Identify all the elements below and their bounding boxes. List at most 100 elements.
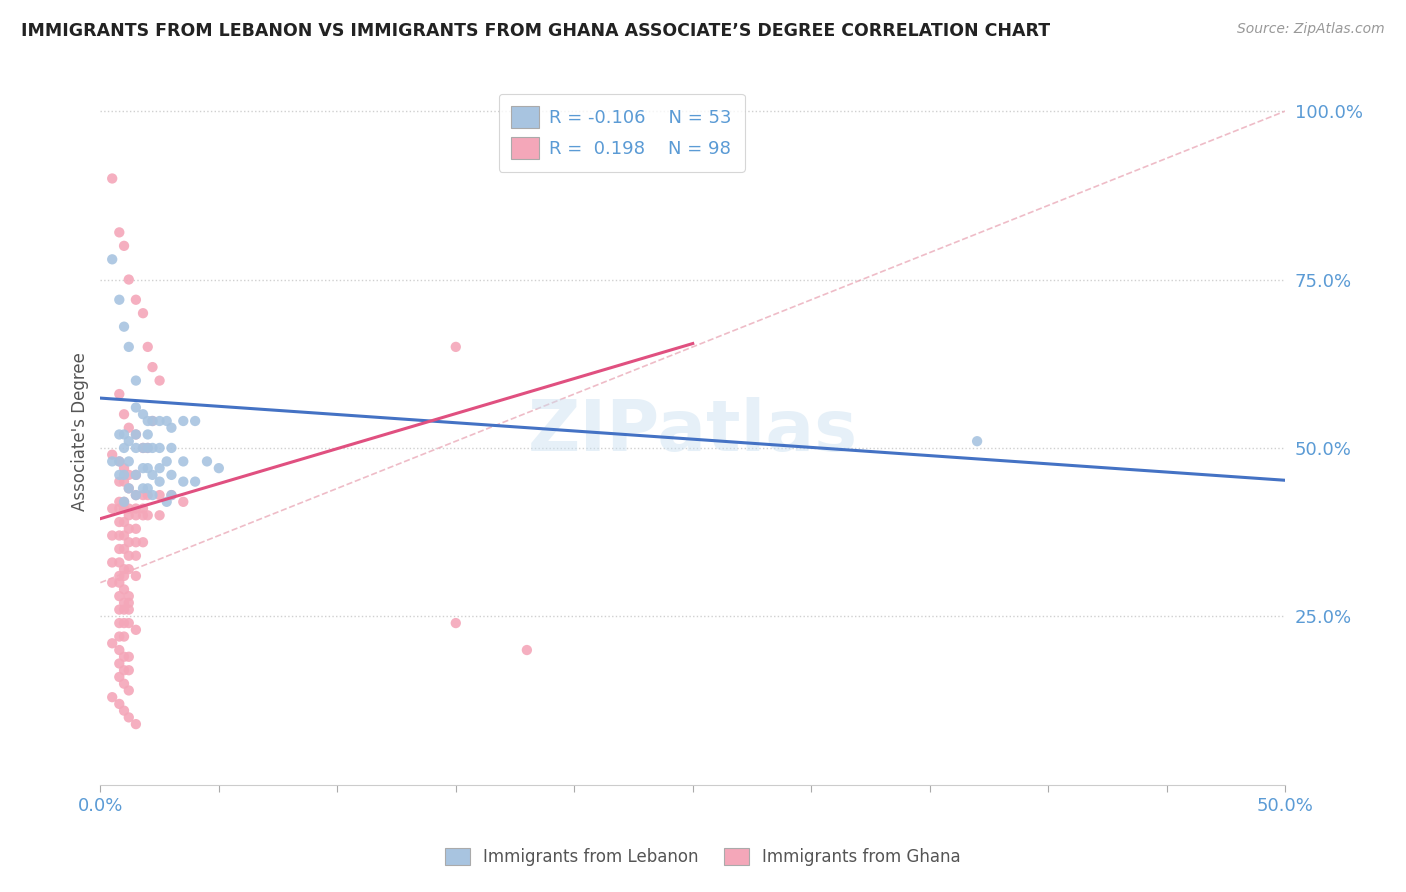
Point <box>125 488 148 502</box>
Point <box>208 461 231 475</box>
Point <box>108 589 131 603</box>
Point <box>118 467 141 482</box>
Point <box>184 475 207 489</box>
Point <box>118 616 141 631</box>
Point <box>112 461 135 475</box>
Point <box>125 467 148 482</box>
Point <box>112 528 135 542</box>
Point <box>136 340 159 354</box>
Point <box>108 387 131 401</box>
Point <box>101 528 124 542</box>
Point <box>112 407 135 421</box>
Point <box>160 467 183 482</box>
Point <box>141 488 163 502</box>
Point <box>108 528 131 542</box>
Point <box>112 582 135 597</box>
Point <box>118 522 141 536</box>
Point <box>118 421 141 435</box>
Point <box>160 488 183 502</box>
Point <box>184 414 207 428</box>
Point <box>149 508 172 523</box>
Point <box>112 467 135 482</box>
Point <box>132 508 155 523</box>
Point <box>112 427 135 442</box>
Point <box>108 467 131 482</box>
Point <box>108 427 131 442</box>
Point <box>172 475 194 489</box>
Point <box>112 676 135 690</box>
Point <box>516 643 538 657</box>
Point <box>172 454 194 468</box>
Point <box>101 171 124 186</box>
Point <box>136 488 159 502</box>
Point <box>125 374 148 388</box>
Point <box>112 630 135 644</box>
Point <box>156 414 179 428</box>
Point <box>118 434 141 449</box>
Point <box>444 340 467 354</box>
Point <box>108 454 131 468</box>
Point <box>112 501 135 516</box>
Point <box>108 575 131 590</box>
Point <box>112 616 135 631</box>
Point <box>125 293 148 307</box>
Point <box>195 454 218 468</box>
Point <box>101 636 124 650</box>
Point <box>108 556 131 570</box>
Point <box>136 414 159 428</box>
Point <box>118 562 141 576</box>
Point <box>112 562 135 576</box>
Point <box>101 501 124 516</box>
Point <box>172 495 194 509</box>
Point <box>149 414 172 428</box>
Point <box>132 535 155 549</box>
Point <box>118 454 141 468</box>
Point <box>141 360 163 375</box>
Point <box>125 501 148 516</box>
Point <box>112 569 135 583</box>
Point <box>101 448 124 462</box>
Point <box>156 495 179 509</box>
Point <box>118 549 141 563</box>
Point <box>112 495 135 509</box>
Point <box>108 541 131 556</box>
Point <box>108 670 131 684</box>
Point <box>118 481 141 495</box>
Point <box>112 319 135 334</box>
Point <box>112 663 135 677</box>
Point <box>141 467 163 482</box>
Point <box>101 556 124 570</box>
Point <box>160 441 183 455</box>
Legend: R = -0.106    N = 53, R =  0.198    N = 98: R = -0.106 N = 53, R = 0.198 N = 98 <box>499 94 745 172</box>
Point <box>132 441 155 455</box>
Point <box>136 441 159 455</box>
Point <box>444 616 467 631</box>
Point <box>112 441 135 455</box>
Point <box>118 508 141 523</box>
Point <box>112 515 135 529</box>
Point <box>108 475 131 489</box>
Point <box>112 239 135 253</box>
Point <box>108 501 131 516</box>
Point <box>125 623 148 637</box>
Point <box>118 710 141 724</box>
Point <box>132 488 155 502</box>
Point <box>101 454 124 468</box>
Point <box>101 252 124 267</box>
Point <box>108 226 131 240</box>
Point <box>108 657 131 671</box>
Point <box>125 508 148 523</box>
Point <box>108 643 131 657</box>
Point <box>149 475 172 489</box>
Point <box>112 541 135 556</box>
Point <box>125 549 148 563</box>
Point <box>966 434 988 449</box>
Point <box>118 663 141 677</box>
Point <box>112 596 135 610</box>
Point <box>108 293 131 307</box>
Point <box>149 461 172 475</box>
Point <box>136 461 159 475</box>
Point <box>118 340 141 354</box>
Point <box>118 683 141 698</box>
Point <box>125 427 148 442</box>
